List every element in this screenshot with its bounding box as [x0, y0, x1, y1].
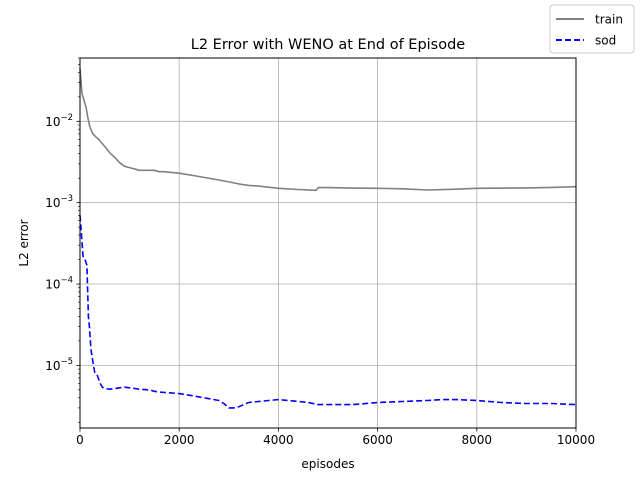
x-tick-label: 6000 — [362, 433, 393, 447]
chart-title: L2 Error with WENO at End of Episode — [191, 37, 466, 53]
x-tick-labels: 0 2000 4000 6000 8000 10000 — [76, 433, 595, 447]
series-line-sod — [79, 215, 577, 409]
grid-lines — [80, 58, 576, 428]
y-axis-label: L2 error — [17, 219, 31, 266]
axes-frame — [79, 57, 577, 429]
series-line-train — [79, 68, 577, 192]
series-layer — [79, 68, 577, 409]
legend-label-sod: sod — [595, 34, 616, 48]
x-tick-label: 4000 — [263, 433, 294, 447]
legend: train sod — [549, 4, 635, 54]
x-tick-label: 2000 — [164, 433, 195, 447]
x-axis-label: episodes — [301, 457, 354, 471]
y-tick-label: 10−4 — [45, 276, 73, 292]
y-tick-label: 10−3 — [45, 194, 73, 210]
y-tick-label: 10−2 — [45, 113, 73, 129]
y-tick-labels: 10−5 10−4 10−3 10−2 — [45, 113, 73, 373]
legend-label-train: train — [595, 13, 623, 27]
tick-marks — [76, 57, 577, 432]
x-tick-label: 0 — [76, 433, 84, 447]
x-tick-label: 8000 — [462, 433, 493, 447]
y-tick-label: 10−5 — [45, 357, 73, 373]
x-tick-label: 10000 — [557, 433, 595, 447]
